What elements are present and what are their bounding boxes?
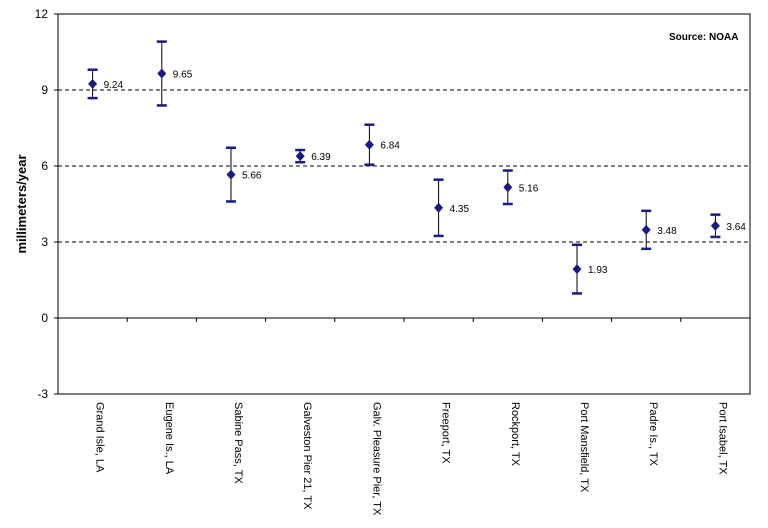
data-point (572, 264, 582, 275)
grid-lines (58, 89, 750, 243)
data-point-group: 3.64 (710, 213, 746, 239)
data-point (364, 139, 374, 150)
category-label: Galveston Pier 21, TX (301, 402, 313, 510)
data-point (226, 169, 236, 180)
category-label: Freeport, TX (440, 402, 452, 464)
data-point-group: 6.84 (364, 123, 400, 166)
category-label: Sabine Pass, TX (232, 402, 244, 484)
data-point-group: 4.35 (433, 178, 470, 238)
y-tick-label: 3 (41, 235, 48, 249)
category-label: Padre Is., TX (647, 402, 659, 467)
data-label: 1.93 (588, 265, 608, 276)
y-tick-label: 9 (41, 83, 48, 97)
y-axis-title: millimeters/year (14, 154, 29, 253)
data-label: 9.65 (173, 70, 193, 81)
data-point (88, 78, 98, 89)
y-tick-label: 0 (41, 311, 48, 325)
data-point-group: 1.93 (572, 243, 608, 295)
data-point-group: 5.16 (502, 169, 539, 206)
category-label: Port Mansfield, TX (578, 402, 590, 493)
x-axis-labels: Grand Isle, LA Eugene Is., LA Sabine Pass,… (94, 402, 729, 516)
data-point-group: 5.66 (226, 146, 262, 203)
category-label: Rockport, TX (509, 402, 521, 467)
data-label: 9.24 (104, 80, 124, 91)
category-label: Galv. Pleasure Pier, TX (370, 402, 382, 516)
y-tick-label: -3 (37, 387, 48, 401)
data-point (503, 182, 513, 193)
data-point (641, 224, 651, 235)
plot-area (57, 13, 751, 395)
data-label: 5.66 (242, 171, 262, 182)
y-tick-label: 12 (35, 7, 49, 21)
data-label: 3.64 (726, 222, 746, 233)
data-point (295, 151, 305, 162)
data-label: 6.39 (311, 152, 331, 163)
data-label: 3.48 (657, 226, 677, 237)
data-point (157, 68, 167, 79)
data-point (434, 202, 444, 213)
y-axis-ticks: 12 9 6 3 0 -3 (35, 7, 58, 401)
data-label: 6.84 (380, 141, 400, 152)
data-point-group: 6.39 (295, 148, 331, 164)
data-point (710, 220, 720, 231)
y-tick-label: 6 (41, 159, 48, 173)
category-label: Grand Isle, LA (94, 402, 106, 473)
category-label: Port Isabel, TX (716, 402, 728, 475)
axes (57, 317, 751, 322)
data-label: 4.35 (450, 204, 470, 215)
data-point-group: 9.65 (156, 40, 193, 107)
data-point-group: 3.48 (641, 209, 677, 251)
data-point-group: 9.24 (87, 68, 124, 100)
category-label: Eugene Is., LA (163, 402, 175, 475)
data-marks: 9.24 9.65 5.66 6.39 6.84 4.35 5.16 1.93 3.48 3.64 (87, 40, 746, 295)
source-note: Source: NOAA (669, 32, 738, 43)
data-label: 5.16 (519, 183, 539, 194)
